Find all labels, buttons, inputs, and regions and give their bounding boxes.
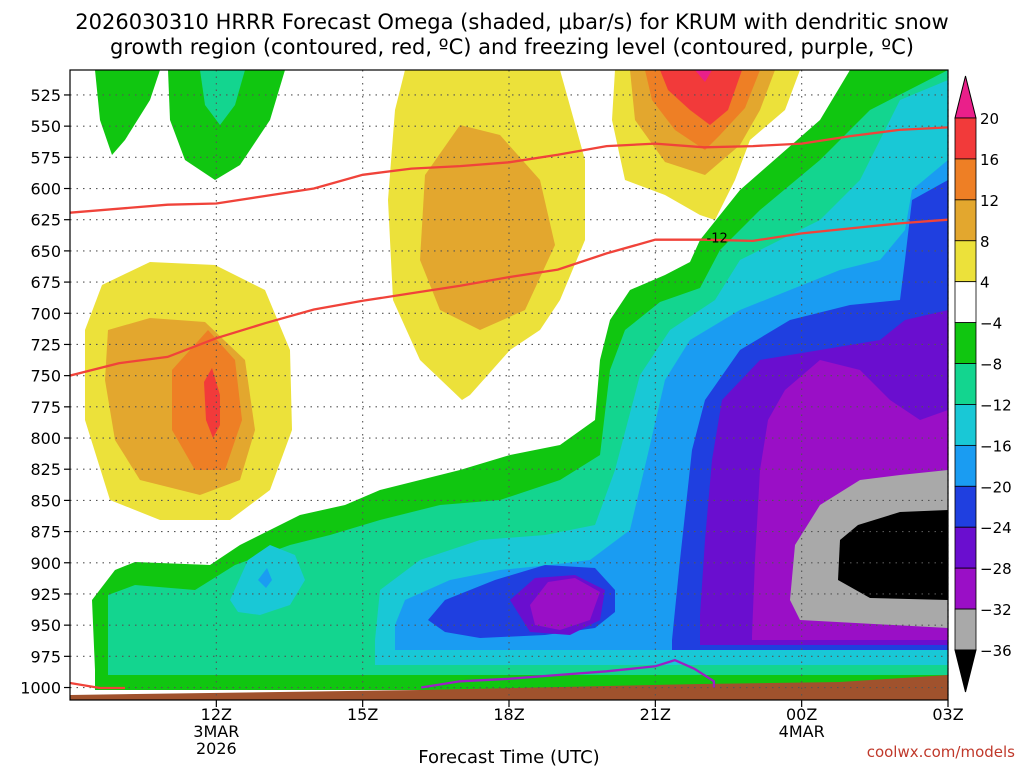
- colorbar-top-arrow: [954, 75, 977, 119]
- y-tick-label: 800: [30, 429, 61, 448]
- colorbar-tick-label: −4: [980, 315, 1002, 333]
- y-tick-label: 750: [30, 367, 61, 386]
- y-tick-label: 525: [30, 86, 61, 105]
- y-tick-label: 900: [30, 554, 61, 573]
- colorbar-swatch: [954, 608, 977, 651]
- x-tick-label: 12Z: [201, 705, 232, 724]
- y-tick-label: 850: [30, 491, 61, 510]
- omega-shade-12z-16: [204, 368, 220, 438]
- x-tick-date-label: 3MAR: [193, 722, 239, 741]
- y-tick-label: 975: [30, 647, 61, 666]
- y-tick-label: 675: [30, 273, 61, 292]
- colorbar-tick-label: 8: [980, 233, 990, 251]
- y-tick-label: 650: [30, 242, 61, 261]
- colorbar-swatch: [954, 322, 977, 364]
- colorbar-tick-label: −28: [980, 560, 1012, 578]
- x-axis-label: Forecast Time (UTC): [418, 747, 599, 768]
- dgz-bottom-left-contour: [70, 681, 125, 690]
- colorbar-tick-label: 12: [980, 192, 999, 210]
- x-tick-label: 00Z: [786, 705, 817, 724]
- colorbar-tick-label: 20: [980, 110, 999, 128]
- colorbar-tick-label: −24: [980, 519, 1012, 537]
- x-tick-label: 21Z: [640, 705, 671, 724]
- omega-shade-upper-2b: [200, 70, 245, 125]
- colorbar-swatch: [954, 485, 977, 528]
- colorbar-swatch: [954, 404, 977, 446]
- x-tick-label: 15Z: [347, 705, 378, 724]
- x-tick-date-label: 4MAR: [779, 722, 825, 741]
- chart-title-line1: 2026030310 HRRR Forecast Omega (shaded, …: [75, 10, 948, 34]
- chart-title-line2: growth region (contoured, red, ºC) and f…: [110, 35, 914, 59]
- y-tick-label: 725: [30, 335, 61, 354]
- y-tick-label: 1000: [20, 679, 61, 698]
- colorbar-swatch: [954, 567, 977, 610]
- dgz-lower-contour: [70, 218, 948, 377]
- colorbar-swatch: [954, 526, 977, 569]
- colorbar-swatch: [954, 199, 977, 242]
- colorbar: 20 16 12 8 4 −4 −8 −12 −16 −20 −24 −28 −32 −36: [954, 75, 1012, 693]
- y-tick-label: 550: [30, 117, 61, 136]
- omega-shade-23z-16: [660, 70, 742, 125]
- y-tick-label: 700: [30, 304, 61, 323]
- freezing-level-contour: [421, 658, 716, 689]
- dgz-upper-contour: [70, 126, 948, 214]
- x-tick-label: 03Z: [932, 705, 963, 724]
- colorbar-tick-label: −8: [980, 356, 1002, 374]
- omega-shading: [70, 70, 948, 700]
- ground-terrain: [70, 675, 948, 700]
- x-tick-year-label: 2026: [196, 739, 237, 758]
- omega-shade-23z-20: [695, 70, 712, 82]
- colorbar-tick-label: 16: [980, 151, 999, 169]
- colorbar-tick-label: −20: [980, 478, 1012, 496]
- colorbar-swatch: [954, 444, 977, 487]
- colorbar-swatch: [954, 240, 977, 283]
- y-tick-label: 775: [30, 398, 61, 417]
- colorbar-tick-label: 4: [980, 274, 990, 292]
- y-tick-label: 925: [30, 585, 61, 604]
- colorbar-tick-label: −12: [980, 396, 1012, 414]
- colorbar-tick-label: −32: [980, 601, 1012, 619]
- colorbar-tick-label: −16: [980, 437, 1012, 455]
- omega-shade-upper-1: [95, 70, 160, 155]
- omega-shade-upper-2: [168, 70, 285, 180]
- omega-shade-lower-neg36: [838, 510, 948, 600]
- y-tick-label: 825: [30, 460, 61, 479]
- colorbar-swatch: [954, 363, 977, 405]
- omega-shade-blob-14z: [258, 568, 272, 588]
- y-tick-label: 575: [30, 148, 61, 167]
- colorbar-tick-label: −36: [980, 642, 1012, 660]
- colorbar-swatch: [954, 158, 977, 201]
- y-tick-label: 600: [30, 180, 61, 199]
- omega-shade-lower-neg28b: [530, 578, 600, 630]
- credit-text: coolwx.com/models: [867, 743, 1015, 761]
- x-tick-label: 18Z: [493, 705, 524, 724]
- y-tick-label: 625: [30, 211, 61, 230]
- colorbar-swatch: [954, 117, 977, 160]
- y-axis-ticks: 525 550 575 600 625 650 675 700 725 750 775 800 825 8…: [20, 86, 70, 698]
- y-tick-label: 950: [30, 616, 61, 635]
- omega-shade-18z-8: [420, 125, 555, 330]
- y-tick-label: 875: [30, 523, 61, 542]
- dgz-contour-label: -12: [707, 231, 728, 246]
- colorbar-bottom-arrow: [954, 649, 977, 693]
- colorbar-swatch: [954, 281, 977, 324]
